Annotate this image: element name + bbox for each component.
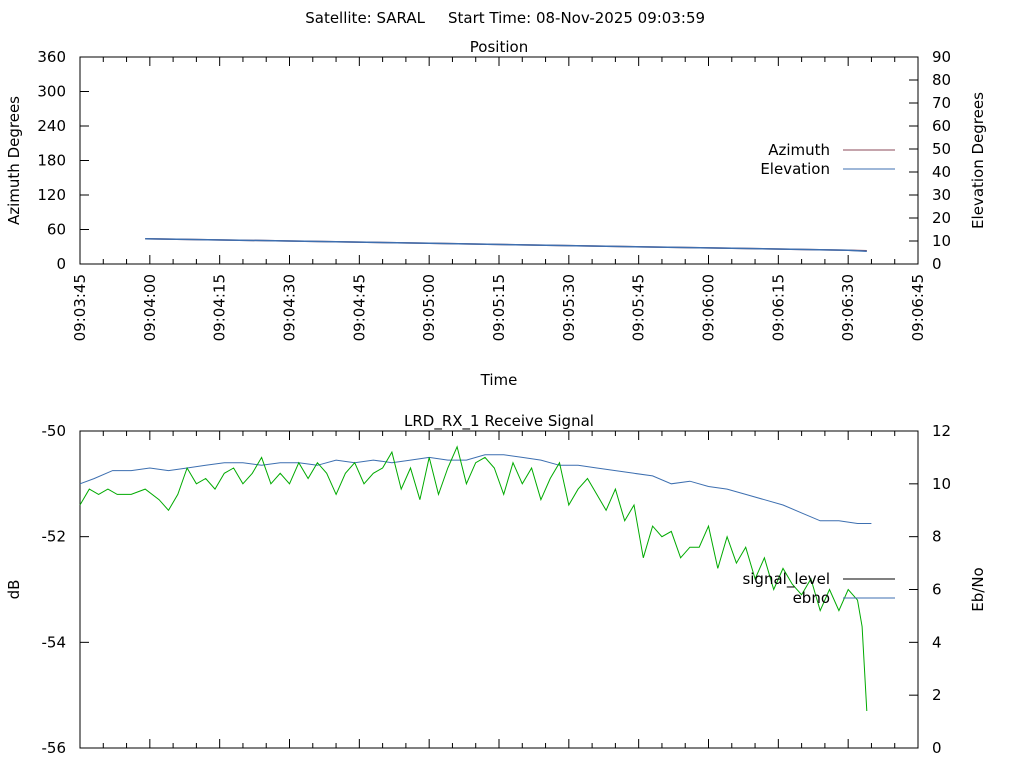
y2-tick-label: 12 [932,422,951,440]
y2-tick-label: 70 [932,94,951,112]
x-tick-label: 09:04:00 [141,274,159,341]
y2-tick-label: 90 [932,48,951,66]
y2-axis-label: Eb/No [969,567,987,611]
x-tick-label: 09:06:00 [700,274,718,341]
y-tick-label: 240 [37,117,66,135]
receive-signal-chart: LRD_RX_1 Receive Signal -50 -52 -54 -56 0 2 4 6 8… [5,412,987,757]
y2-tick-label: 40 [932,163,951,181]
series-2-line [79,445,868,712]
x-tick-label: 09:06:15 [769,274,787,341]
y2-tick-label: 60 [932,117,951,135]
y-axis-label: dB [5,580,23,600]
x-tick-label: 09:05:45 [630,274,648,341]
legend-label: Elevation [760,160,830,178]
y2-tick-label: 0 [932,739,942,757]
start-time-label: Start Time: 08-Nov-2025 09:03:59 [448,9,705,27]
x-tick-label: 09:05:30 [560,274,578,341]
y2-tick-label: 30 [932,186,951,204]
y2-tick-label: 2 [932,686,942,704]
y2-tick-label: 6 [932,581,942,599]
y-tick-label: -50 [42,422,67,440]
y-tick-label: -54 [42,633,67,651]
y-tick-label: 360 [37,48,66,66]
y2-tick-label: 4 [932,633,942,651]
x-tick-label: 09:04:30 [281,274,299,341]
chart-title: LRD_RX_1 Receive Signal [404,412,594,431]
satellite-label: Satellite: SARAL [305,9,425,27]
chart-title: Position [470,38,528,56]
x-axis-label: Time [480,371,518,389]
y-tick-label: 300 [37,83,66,101]
y2-tick-label: 0 [932,255,942,273]
legend-label: ebno [793,589,830,607]
y2-tick-label: 80 [932,71,951,89]
y2-tick-label: 50 [932,140,951,158]
legend-label: Azimuth [768,141,830,159]
y-tick-label: 60 [47,221,66,239]
x-tick-label: 09:05:15 [490,274,508,341]
y-tick-label: 180 [37,152,66,170]
x-tick-label: 09:06:45 [909,274,927,341]
y-tick-label: -52 [42,528,67,546]
y2-axis-label: Elevation Degrees [969,92,987,229]
position-chart: Position 09:03:45 09:04:00 09:04:15 09:04:30… [5,38,987,389]
elevation-line [145,237,867,253]
x-tick-label: 09:04:15 [211,274,229,341]
legend-label: signal_level [742,570,830,589]
y2-tick-label: 8 [932,528,942,546]
y-tick-label: 0 [56,255,66,273]
x-tick-label: 09:04:45 [350,274,368,341]
y2-tick-label: 10 [932,475,951,493]
x-tick-label: 09:03:45 [71,274,89,341]
y-tick-label: 120 [37,186,66,204]
ebno-line [79,454,872,524]
y-axis-label: Azimuth Degrees [5,96,23,225]
y-tick-label: -56 [42,739,67,757]
y2-tick-label: 10 [932,232,951,250]
y2-tick-label: 20 [932,209,951,227]
x-tick-label: 09:05:00 [420,274,438,341]
x-tick-label: 09:06:30 [839,274,857,341]
